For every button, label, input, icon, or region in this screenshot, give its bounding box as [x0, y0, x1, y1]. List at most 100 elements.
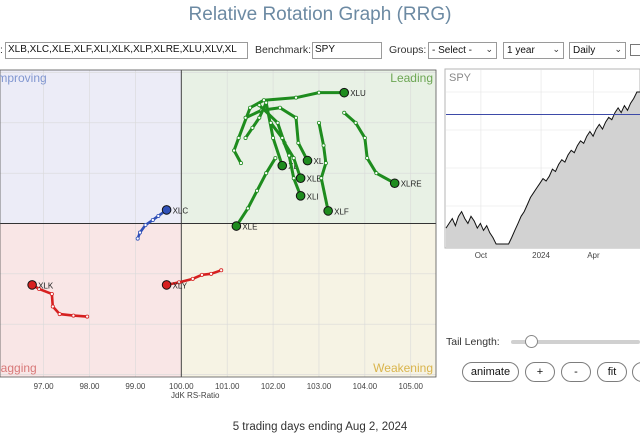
chevron-down-icon: ⌄ [614, 44, 622, 54]
rrg-x-ticks: 97.00 98.00 99.00 100.00 101.00 102.00 103.00 1… [34, 382, 424, 391]
tail-length-slider-handle[interactable] [525, 335, 538, 348]
tail-point-xlre [353, 120, 358, 125]
symbols-label: : [0, 44, 3, 56]
rrg-quadrants [0, 70, 436, 377]
tail-point-xlu [232, 148, 237, 153]
x-tick-label: 102.00 [261, 382, 286, 391]
tail-point-xle [264, 171, 269, 176]
rrg-tails: XLU XLRE XLI XL XLB XLI XLF XLE XLC XLY XLK [27, 87, 422, 319]
tail-label-xlre: XLRE [401, 180, 422, 189]
tail-point-xlre [342, 110, 347, 115]
tail-point-xlc [137, 230, 142, 235]
tail-point-xlk2 [264, 100, 269, 105]
tail-point-xle [245, 206, 250, 211]
x-tick-label: 105.00 [399, 382, 424, 391]
x-tick-label: 100.00 [169, 382, 194, 391]
tail-point-xle [273, 156, 278, 161]
tail-head-xlc [161, 205, 172, 215]
groups-label: Groups: [389, 44, 427, 56]
quadrant-label-lagging: Lagging [0, 361, 37, 375]
tail-point-xli2 [268, 120, 273, 125]
x-tick-label: 103.00 [307, 382, 332, 391]
options-checkbox[interactable] [630, 44, 640, 56]
price-panel-symbol: SPY [449, 72, 472, 84]
tail-head-xlu [339, 87, 350, 98]
groups-select-value: - Select - [432, 45, 473, 56]
page-title: Relative Rotation Graph (RRG) [188, 4, 452, 25]
tail-point-xlk2 [243, 135, 248, 140]
tail-point-xlu [248, 105, 253, 110]
animate-button[interactable]: animate [462, 362, 519, 382]
tail-line-xlre [342, 111, 397, 185]
benchmark-label: Benchmark: [255, 44, 312, 56]
tail-point-xlb [291, 156, 296, 161]
tail-point-xli [296, 140, 301, 145]
tail-point-xly [219, 268, 224, 273]
tail-point-xlu [238, 161, 243, 166]
tail-line-xlu [232, 91, 346, 165]
tail-label-xli2: XLI [307, 192, 319, 201]
tail-head-xlb [295, 173, 306, 184]
tail-label-xly: XLY [173, 281, 188, 290]
fit-button[interactable]: fit [597, 362, 627, 382]
groups-select[interactable]: - Select - ⌄ [428, 42, 497, 59]
price-panel: SPY Oct 2024 Apr [444, 68, 640, 260]
tail-point-xli2 [280, 135, 285, 140]
tail-head-xlf [323, 206, 333, 216]
price-line [445, 91, 640, 245]
quadrant-label-leading: Leading [390, 71, 433, 85]
benchmark-input[interactable]: SPY [312, 42, 382, 59]
tail-point-xly [209, 271, 214, 276]
tail-point-xlk [71, 313, 76, 318]
period-select[interactable]: 1 year ⌄ [503, 42, 564, 59]
tail-point-xlre [365, 156, 370, 161]
rrg-frame [0, 69, 437, 378]
price-area [446, 92, 640, 248]
tail-point-xlk [57, 312, 62, 317]
price-x-ticks: Oct 2024 Apr [475, 251, 600, 260]
tail-point-xlu [261, 98, 266, 103]
tail-head-xly [161, 280, 172, 290]
tail-line-xli [244, 106, 309, 163]
tail-point-xlk2 [250, 125, 255, 130]
tail-point-xlf [321, 143, 326, 148]
frequency-select-value: Daily [573, 45, 596, 56]
tail-point-xlc [143, 223, 148, 228]
quadrant-lagging [0, 223, 182, 377]
tail-point-xli [277, 105, 282, 110]
tail-point-xly [199, 272, 204, 277]
tail-point-xlf [319, 176, 324, 181]
tail-label-xlk2: XL [288, 162, 298, 171]
tail-head-xlk2 [277, 160, 288, 171]
tail-point-xlu [294, 95, 299, 100]
tail-length-slider[interactable] [511, 340, 640, 344]
tail-point-xlc [156, 213, 161, 218]
price-x-tick-label: Oct [475, 251, 488, 260]
tail-point-xli2 [287, 153, 292, 158]
x-tick-label: 101.00 [215, 382, 240, 391]
footer-caption: 5 trading days ending Aug 2, 2024 [232, 421, 408, 433]
zoom-out-button[interactable]: - [561, 362, 591, 382]
tail-point-xli [294, 115, 299, 120]
tail-head-xli2 [295, 191, 306, 201]
x-tick-label: 104.00 [353, 382, 378, 391]
tail-head-xlk [27, 280, 37, 290]
x-axis-label: JdK RS-Ratio [171, 391, 220, 400]
tail-label-xlc: XLC [173, 206, 189, 215]
tail-point-xlre [362, 135, 367, 140]
tail-label-xlk: XLK [38, 281, 54, 290]
tail-point-xlf [323, 161, 328, 166]
zoom-in-button[interactable]: + [525, 362, 555, 382]
tail-point-xli [243, 115, 248, 120]
quadrant-improving [0, 70, 182, 224]
symbols-input[interactable]: XLB,XLC,XLE,XLF,XLI,XLK,XLP,XLRE,XLU,XLV… [5, 42, 248, 59]
x-tick-label: 98.00 [79, 382, 100, 391]
rrg-grid [0, 69, 437, 378]
frequency-select[interactable]: Daily ⌄ [569, 42, 626, 59]
tail-label-xlf: XLF [334, 207, 349, 216]
tail-point-xly [190, 276, 195, 281]
tail-point-xlu [316, 90, 321, 95]
tail-label-xle: XLE [242, 223, 257, 232]
tail-point-xlc [135, 236, 140, 241]
x-tick-label: 99.00 [125, 382, 146, 391]
